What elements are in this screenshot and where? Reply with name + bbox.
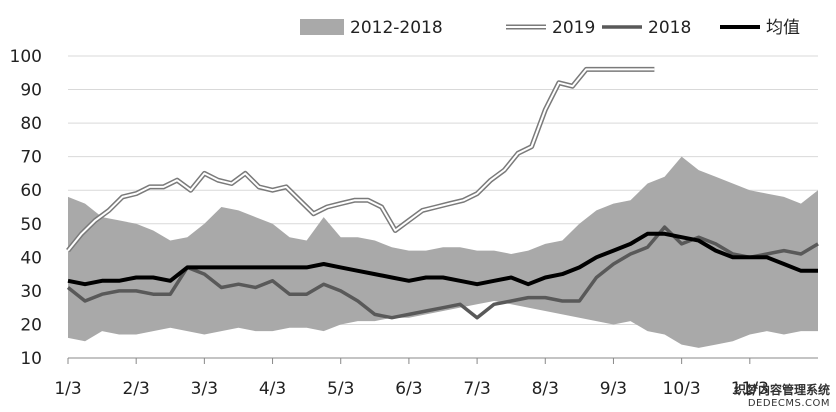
legend: 2012-2018 2019 2018 均值 <box>300 18 800 38</box>
x-tick-label: 3/3 <box>191 379 218 399</box>
y-tick-label: 10 <box>20 349 42 369</box>
x-tick-label: 9/3 <box>600 379 627 399</box>
y-tick-label: 90 <box>20 81 42 101</box>
band-area <box>68 156 818 348</box>
series-均值-line <box>67 231 818 287</box>
legend-label: 2012-2018 <box>350 18 443 38</box>
x-tick-label: 1/3 <box>54 379 81 399</box>
y-tick-label: 50 <box>20 215 42 235</box>
legend-swatch-band <box>300 19 344 35</box>
y-tick-label: 70 <box>20 148 42 168</box>
y-tick-label: 20 <box>20 315 42 335</box>
x-tick-label: 6/3 <box>395 379 422 399</box>
x-tick-label: 8/3 <box>532 379 559 399</box>
y-tick-label: 100 <box>10 47 42 67</box>
y-tick-label: 30 <box>20 282 42 302</box>
legend-label: 2019 <box>552 18 595 38</box>
series-lines <box>66 66 819 320</box>
legend-label: 2018 <box>648 18 691 38</box>
watermark-line2: DEDECMS.COM <box>747 398 830 409</box>
x-tick-label: 10/3 <box>663 379 701 399</box>
y-tick-label: 80 <box>20 114 42 134</box>
x-tick-label: 2/3 <box>123 379 150 399</box>
x-tick-label: 4/3 <box>259 379 286 399</box>
y-tick-label: 40 <box>20 248 42 268</box>
band-2012-2018 <box>68 156 818 348</box>
x-tick-label: 7/3 <box>463 379 490 399</box>
watermark: 织梦内容管理系统 DEDECMS.COM <box>734 384 830 410</box>
watermark-line1: 织梦内容管理系统 <box>733 383 830 397</box>
y-tick-label: 60 <box>20 181 42 201</box>
legend-label: 均值 <box>766 18 800 38</box>
series-2019-line-inner <box>67 68 655 252</box>
axes: 10 20 30 40 50 60 70 80 90 100 1/3 2/3 3/3 4/3 5/3 6/3 7… <box>10 47 818 399</box>
x-tick-label: 5/3 <box>327 379 354 399</box>
x-tick-label: 11/3 <box>731 379 769 399</box>
